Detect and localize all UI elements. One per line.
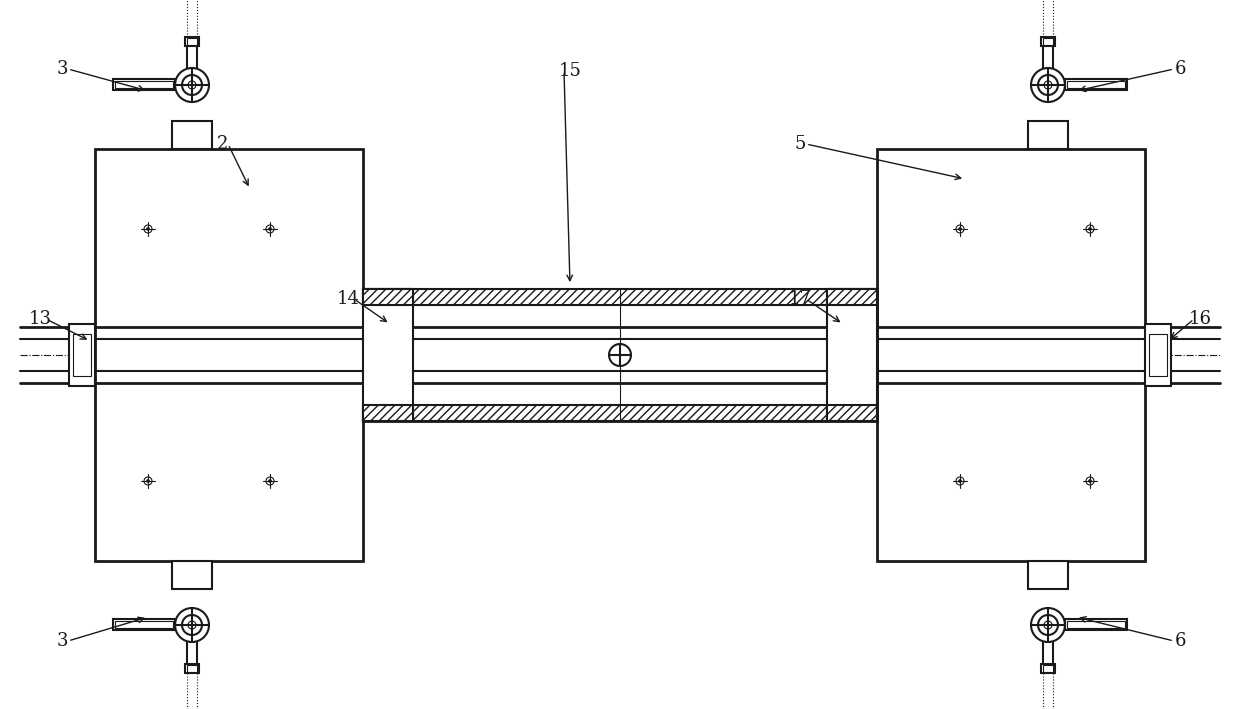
- Bar: [185, 37, 198, 46]
- Text: 3: 3: [56, 632, 68, 650]
- Bar: [363, 405, 877, 421]
- Bar: [877, 149, 1145, 561]
- Circle shape: [956, 225, 963, 233]
- Circle shape: [1044, 81, 1052, 89]
- Circle shape: [269, 228, 272, 230]
- Circle shape: [146, 228, 150, 230]
- Text: 14: 14: [336, 290, 360, 308]
- Bar: [827, 405, 877, 421]
- Text: 5: 5: [795, 135, 806, 153]
- Circle shape: [1044, 621, 1052, 629]
- Bar: [187, 665, 197, 672]
- Circle shape: [609, 344, 631, 366]
- Text: 6: 6: [1174, 632, 1185, 650]
- Circle shape: [1086, 477, 1094, 485]
- Bar: [1065, 619, 1127, 630]
- Circle shape: [144, 225, 153, 233]
- Circle shape: [188, 621, 196, 629]
- Circle shape: [1030, 68, 1065, 102]
- Circle shape: [1038, 75, 1058, 95]
- Circle shape: [956, 477, 963, 485]
- Circle shape: [1030, 608, 1065, 642]
- Bar: [1028, 121, 1068, 149]
- Circle shape: [182, 615, 202, 635]
- Circle shape: [959, 479, 961, 483]
- Circle shape: [1089, 479, 1091, 483]
- Bar: [1066, 621, 1125, 628]
- Bar: [1042, 664, 1055, 673]
- Bar: [1149, 334, 1167, 376]
- Bar: [363, 289, 413, 421]
- Bar: [1065, 79, 1127, 90]
- Bar: [172, 561, 212, 589]
- Bar: [827, 289, 877, 305]
- Circle shape: [146, 479, 150, 483]
- Bar: [113, 619, 175, 630]
- Circle shape: [144, 477, 153, 485]
- Circle shape: [267, 225, 274, 233]
- Bar: [69, 324, 95, 386]
- Circle shape: [1038, 615, 1058, 635]
- Circle shape: [269, 479, 272, 483]
- Bar: [73, 334, 91, 376]
- Text: 17: 17: [789, 290, 811, 308]
- Circle shape: [1086, 225, 1094, 233]
- Bar: [185, 664, 198, 673]
- Bar: [187, 38, 197, 45]
- Circle shape: [959, 228, 961, 230]
- Text: 13: 13: [29, 310, 52, 328]
- Circle shape: [188, 81, 196, 89]
- Bar: [363, 289, 413, 305]
- Bar: [172, 121, 212, 149]
- Bar: [363, 289, 877, 305]
- Bar: [115, 621, 174, 628]
- Bar: [827, 289, 877, 421]
- Bar: [1043, 38, 1053, 45]
- Bar: [1028, 561, 1068, 589]
- Bar: [95, 149, 363, 561]
- Text: 2: 2: [216, 135, 228, 153]
- Bar: [115, 81, 174, 88]
- Circle shape: [175, 608, 210, 642]
- Bar: [363, 405, 413, 421]
- Text: 15: 15: [558, 62, 582, 80]
- Circle shape: [182, 75, 202, 95]
- Bar: [1145, 324, 1171, 386]
- Circle shape: [1089, 228, 1091, 230]
- Bar: [363, 289, 877, 421]
- Circle shape: [175, 68, 210, 102]
- Text: 6: 6: [1174, 60, 1185, 78]
- Text: 3: 3: [56, 60, 68, 78]
- Bar: [1043, 665, 1053, 672]
- Bar: [113, 79, 175, 90]
- Circle shape: [267, 477, 274, 485]
- Bar: [1066, 81, 1125, 88]
- Bar: [1042, 37, 1055, 46]
- Text: 16: 16: [1188, 310, 1211, 328]
